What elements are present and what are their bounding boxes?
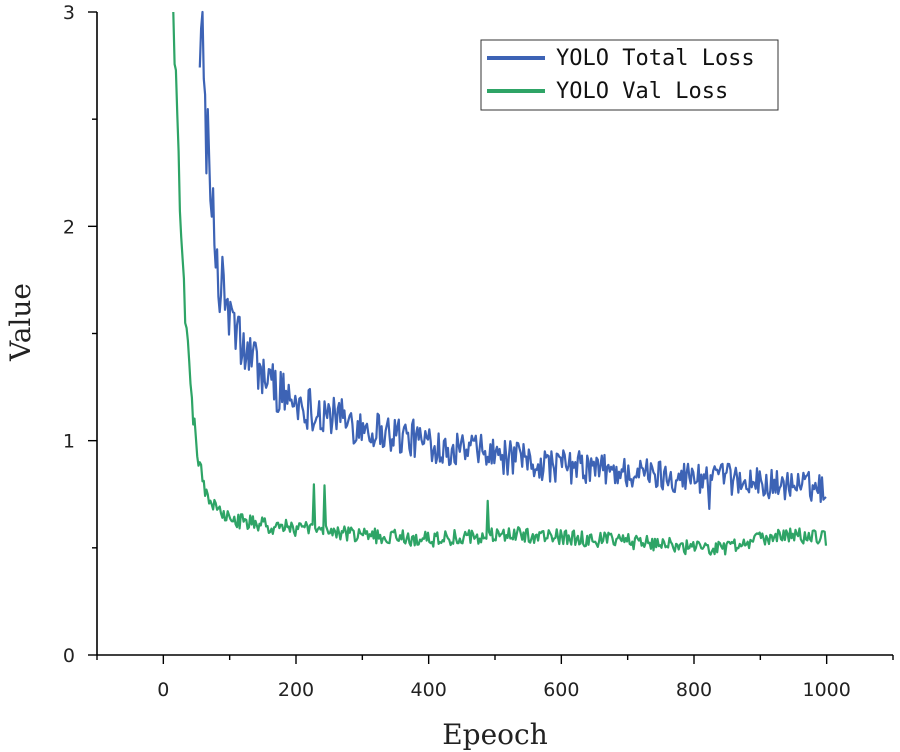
legend-label-val-loss: YOLO Val Loss [556,79,728,104]
y-tick-label: 1 [63,431,75,453]
y-tick-label: 3 [63,2,75,24]
x-tick-label: 400 [411,679,447,701]
series-layer [172,10,828,556]
y-axis-title: Value [4,283,37,362]
y-tick-label: 0 [63,645,75,667]
ticks: 0 200 400 600 800 1000 0 1 2 3 [63,2,894,701]
x-tick-label: 600 [543,679,579,701]
x-axis-title: Epeoch [442,718,548,751]
legend-box [480,39,779,111]
y-tick-label: 2 [63,216,75,238]
series-line-val-loss [172,11,828,556]
x-tick-label: 0 [157,679,169,701]
series-line-total-loss [198,10,827,510]
x-tick-label: 1000 [802,679,850,701]
x-tick-label: 200 [278,679,314,701]
legend-label-total-loss: YOLO Total Loss [556,46,755,71]
x-tick-label: 800 [676,679,712,701]
legend: YOLO Total Loss YOLO Val Loss [480,39,779,111]
